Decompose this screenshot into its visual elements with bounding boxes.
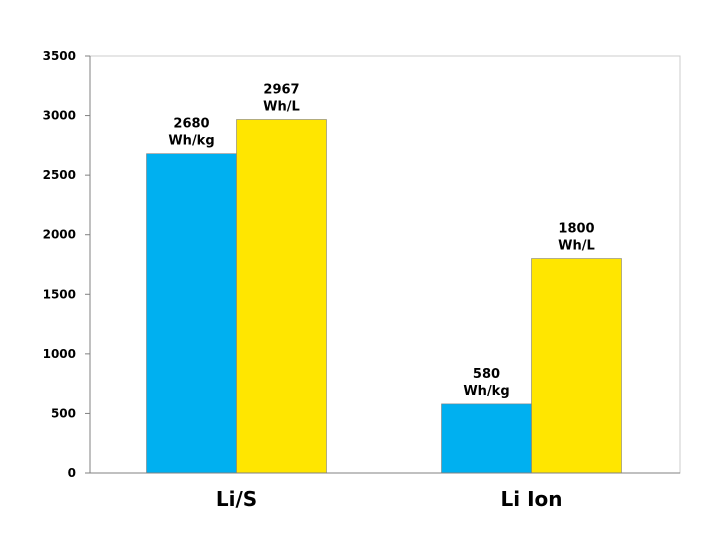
data-label: Wh/kg <box>463 384 509 399</box>
data-label: Wh/L <box>263 100 300 115</box>
data-label: 2680 <box>173 117 209 132</box>
y-tick-label: 1000 <box>43 347 76 361</box>
y-tick-label: 3000 <box>43 109 76 123</box>
data-labels: 2680 Wh/kg 2967 Wh/L 580 Wh/kg 1800 Wh/L <box>168 83 594 399</box>
data-label: 580 <box>473 367 500 382</box>
data-label: Wh/L <box>558 239 595 254</box>
data-label: Wh/kg <box>168 134 214 149</box>
bar-volumetric-0 <box>236 119 327 474</box>
y-tick-label: 3500 <box>43 49 76 63</box>
data-label: 2967 <box>263 83 299 98</box>
data-label: 1800 <box>558 222 594 237</box>
bars <box>146 119 622 474</box>
bar-gravimetric-1 <box>441 403 532 474</box>
category-label: Li Ion <box>501 487 563 511</box>
y-tick-label: 2000 <box>43 228 76 242</box>
y-axis-ticks: 0 500 1000 1500 2000 2500 3000 3500 <box>43 49 90 480</box>
y-tick-label: 2500 <box>43 168 76 182</box>
bar-volumetric-1 <box>531 258 622 474</box>
bar-gravimetric-0 <box>146 153 237 474</box>
y-tick-label: 1500 <box>43 287 76 301</box>
category-labels: Li/S Li Ion <box>216 487 563 511</box>
y-tick-label: 500 <box>51 406 76 420</box>
y-tick-label: 0 <box>68 466 76 480</box>
category-label: Li/S <box>216 487 257 511</box>
